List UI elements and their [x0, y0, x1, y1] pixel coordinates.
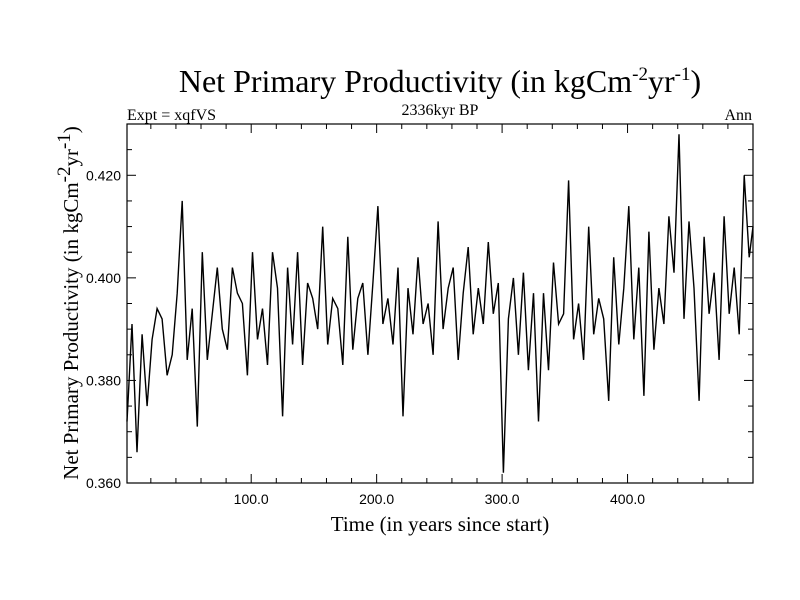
y-tick-label: 0.380	[86, 372, 121, 388]
chart-subtitle: 2336kyr BP	[402, 102, 479, 119]
x-axis-ticks: 100.0 200.0 300.0 400.0	[150, 124, 729, 507]
x-axis-label: Time (in years since start)	[331, 512, 550, 536]
y-tick-label: 0.400	[86, 270, 121, 286]
y-tick-label: 0.420	[86, 167, 121, 183]
y-axis-label: Net Primary Productivity (in kgCm-2yr-1)	[54, 126, 83, 480]
x-tick-label: 300.0	[485, 491, 520, 507]
x-tick-label: 100.0	[234, 491, 269, 507]
chart-title: Net Primary Productivity (in kgCm-2yr-1)	[179, 63, 701, 99]
y-axis-ticks: 0.360 0.380 0.400 0.420	[86, 123, 753, 491]
x-tick-label: 200.0	[359, 491, 394, 507]
y-tick-label: 0.360	[86, 475, 121, 491]
experiment-label: Expt = xqfVS	[127, 107, 216, 124]
x-tick-label: 400.0	[610, 491, 645, 507]
npp-series-line	[126, 134, 754, 473]
season-label: Ann	[724, 107, 752, 124]
